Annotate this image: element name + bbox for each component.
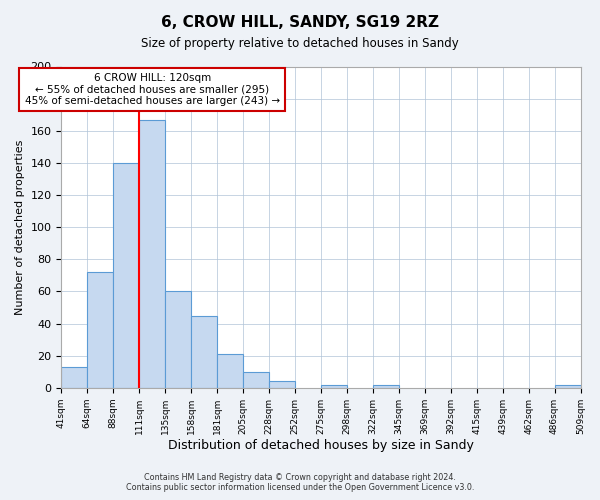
Bar [269,382,295,388]
Text: 6 CROW HILL: 120sqm
← 55% of detached houses are smaller (295)
45% of semi-detac: 6 CROW HILL: 120sqm ← 55% of detached ho… [25,73,280,106]
X-axis label: Distribution of detached houses by size in Sandy: Distribution of detached houses by size … [168,440,474,452]
Bar [373,384,399,388]
Bar [243,372,269,388]
Text: Contains HM Land Registry data © Crown copyright and database right 2024.
Contai: Contains HM Land Registry data © Crown c… [126,473,474,492]
Bar [139,120,165,388]
Bar [113,163,139,388]
Bar [321,384,347,388]
Bar [554,384,581,388]
Bar [88,272,113,388]
Bar [191,316,217,388]
Bar [217,354,243,388]
Text: Size of property relative to detached houses in Sandy: Size of property relative to detached ho… [141,38,459,51]
Bar [165,292,191,388]
Bar [61,367,88,388]
Y-axis label: Number of detached properties: Number of detached properties [15,140,25,315]
Text: 6, CROW HILL, SANDY, SG19 2RZ: 6, CROW HILL, SANDY, SG19 2RZ [161,15,439,30]
